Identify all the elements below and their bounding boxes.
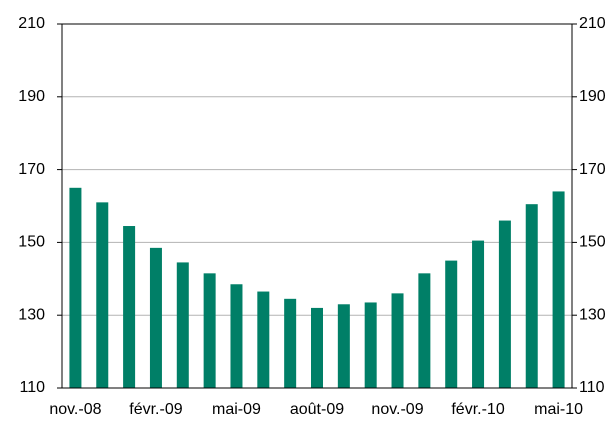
bar [418, 273, 431, 388]
y2-tick-label: 210 [579, 15, 606, 32]
bar [69, 187, 82, 388]
bar [364, 302, 377, 388]
bar [498, 220, 511, 388]
bar [284, 298, 297, 388]
x-tick-label: févr.-09 [129, 401, 182, 418]
bar [123, 226, 136, 388]
y2-tick-label: 130 [579, 306, 606, 323]
y2-tick-label: 190 [579, 88, 606, 105]
bar [552, 191, 565, 388]
bar [149, 247, 162, 388]
bar [230, 284, 243, 388]
y-tick-label: 190 [18, 88, 45, 105]
y-tick-label: 210 [18, 15, 45, 32]
bar [96, 202, 109, 388]
plot-frame [61, 23, 573, 389]
y-tick-label: 150 [18, 234, 45, 251]
bar [391, 293, 404, 388]
x-tick-label: mai-10 [534, 401, 583, 418]
bar [257, 291, 270, 388]
x-tick-label: nov.-09 [371, 401, 423, 418]
bar [472, 240, 485, 388]
y-tick-label: 130 [18, 306, 45, 323]
x-tick-label: févr.-10 [451, 401, 504, 418]
bar [311, 307, 323, 388]
x-tick-label: nov.-08 [49, 401, 101, 418]
x-tick-label: août-09 [290, 401, 344, 418]
x-tick-label: mai-09 [212, 401, 261, 418]
y-tick-label: 110 [19, 379, 45, 396]
y2-tick-label: 110 [579, 379, 605, 396]
y-tick-label: 170 [18, 161, 45, 178]
bar [525, 204, 538, 388]
bar [445, 260, 458, 388]
y2-tick-label: 170 [579, 161, 606, 178]
bar [337, 304, 350, 388]
bar [203, 273, 216, 388]
bar [176, 262, 189, 388]
y2-tick-label: 150 [579, 234, 606, 251]
